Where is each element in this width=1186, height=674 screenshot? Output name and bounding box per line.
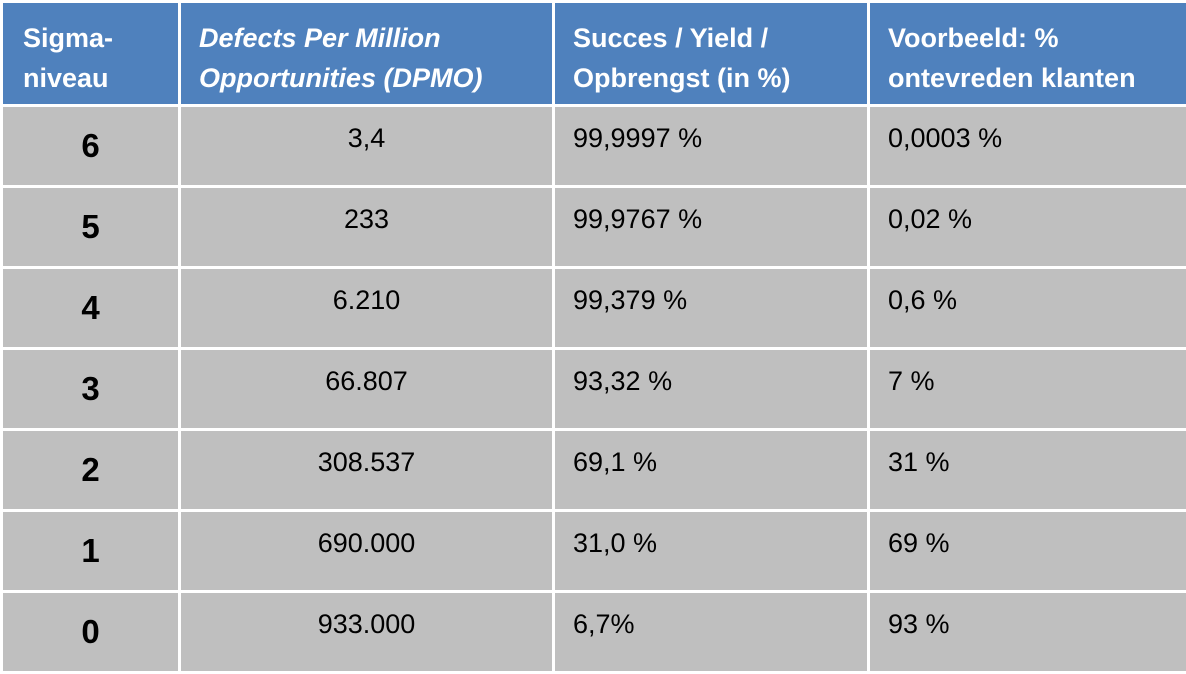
dpmo-cell: 690.000 <box>180 511 554 592</box>
sigma-level-cell: 2 <box>2 430 180 511</box>
table-row: 6 3,4 99,9997 % 0,0003 % <box>2 106 1186 187</box>
dpmo-cell: 66.807 <box>180 349 554 430</box>
dpmo-cell: 933.000 <box>180 592 554 673</box>
yield-cell: 99,379 % <box>554 268 869 349</box>
header-example: Voorbeeld: % ontevreden klanten <box>869 2 1186 106</box>
example-cell: 31 % <box>869 430 1186 511</box>
yield-cell: 99,9997 % <box>554 106 869 187</box>
header-yield: Succes / Yield / Opbrengst (in %) <box>554 2 869 106</box>
header-dpmo: Defects Per Million Opportunities (DPMO) <box>180 2 554 106</box>
example-cell: 0,0003 % <box>869 106 1186 187</box>
sigma-level-cell: 4 <box>2 268 180 349</box>
sigma-level-cell: 0 <box>2 592 180 673</box>
header-sigma-level: Sigma- niveau <box>2 2 180 106</box>
yield-cell: 93,32 % <box>554 349 869 430</box>
yield-cell: 99,9767 % <box>554 187 869 268</box>
dpmo-cell: 3,4 <box>180 106 554 187</box>
header-yield-text: Succes / Yield / Opbrengst (in %) <box>573 23 791 93</box>
header-dpmo-text: Defects Per Million Opportunities (DPMO) <box>199 23 482 93</box>
sigma-level-cell: 3 <box>2 349 180 430</box>
table-row: 3 66.807 93,32 % 7 % <box>2 349 1186 430</box>
header-sigma-level-text: Sigma- niveau <box>23 23 113 93</box>
table-row: 2 308.537 69,1 % 31 % <box>2 430 1186 511</box>
header-example-text: Voorbeeld: % ontevreden klanten <box>888 23 1136 93</box>
example-cell: 7 % <box>869 349 1186 430</box>
table-row: 1 690.000 31,0 % 69 % <box>2 511 1186 592</box>
table-row: 4 6.210 99,379 % 0,6 % <box>2 268 1186 349</box>
example-cell: 0,6 % <box>869 268 1186 349</box>
yield-cell: 6,7% <box>554 592 869 673</box>
sigma-level-cell: 1 <box>2 511 180 592</box>
example-cell: 93 % <box>869 592 1186 673</box>
sigma-level-cell: 5 <box>2 187 180 268</box>
example-cell: 69 % <box>869 511 1186 592</box>
dpmo-cell: 308.537 <box>180 430 554 511</box>
yield-cell: 31,0 % <box>554 511 869 592</box>
yield-cell: 69,1 % <box>554 430 869 511</box>
table-row: 0 933.000 6,7% 93 % <box>2 592 1186 673</box>
dpmo-cell: 6.210 <box>180 268 554 349</box>
dpmo-cell: 233 <box>180 187 554 268</box>
header-row: Sigma- niveau Defects Per Million Opport… <box>2 2 1186 106</box>
example-cell: 0,02 % <box>869 187 1186 268</box>
sigma-level-cell: 6 <box>2 106 180 187</box>
table-row: 5 233 99,9767 % 0,02 % <box>2 187 1186 268</box>
